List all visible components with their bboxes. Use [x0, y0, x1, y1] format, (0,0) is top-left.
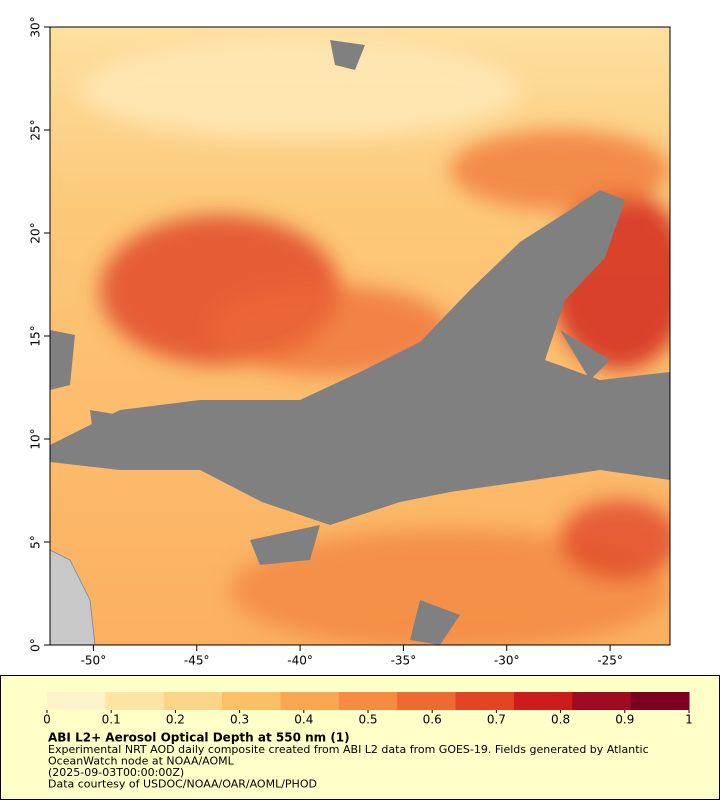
colorbar-segment	[630, 692, 690, 710]
y-tick-label: 30°	[29, 16, 43, 37]
land	[50, 549, 96, 645]
note-line: Data courtesy of USDOC/NOAA/OAR/AOML/PHO…	[48, 778, 317, 791]
x-tick-label: -50°	[81, 654, 107, 668]
map-image	[50, 27, 670, 645]
note-line: OceanWatch node at NOAA/AOML	[48, 755, 235, 768]
y-tick-label: 15°	[29, 325, 43, 346]
colorbar-tick-label: 0.1	[102, 713, 121, 727]
y-tick-label: 10°	[29, 428, 43, 449]
colorbar-segment	[47, 692, 106, 710]
colorbar-segment	[280, 692, 340, 710]
colorbar-segment	[572, 692, 632, 710]
colorbar-tick-label: 0.2	[166, 713, 185, 727]
colorbar-segment	[163, 692, 223, 710]
colorbar-tick-label: 0.3	[230, 713, 249, 727]
colorbar-tick-label: 0.7	[487, 713, 506, 727]
colorbar-tick-label: 0	[43, 713, 51, 727]
colorbar-tick-label: 0.8	[551, 713, 570, 727]
colorbar-segment	[513, 692, 573, 710]
x-tick-label: -40°	[287, 654, 313, 668]
y-tick-label: 0°	[29, 638, 43, 652]
note-line: (2025-09-03T00:00:00Z)	[48, 766, 184, 779]
y-tick-label: 5°	[29, 535, 43, 549]
colorbar-tick-label: 0.5	[358, 713, 377, 727]
x-tick-label: -35°	[391, 654, 417, 668]
colorbar-segment	[338, 692, 398, 710]
x-tick-label: -45°	[184, 654, 210, 668]
colorbar-tick-label: 1	[685, 713, 693, 727]
no-data-region	[50, 190, 670, 525]
colorbar-segment	[222, 692, 281, 710]
colorbar-segment	[105, 692, 165, 710]
x-tick-label: -30°	[494, 654, 520, 668]
colorbar-segment	[455, 692, 515, 710]
colorbar-tick-label: 0.9	[615, 713, 634, 727]
y-tick-label: 25°	[29, 119, 43, 140]
note-line: Experimental NRT AOD daily composite cre…	[48, 743, 649, 756]
colorbar-segment	[397, 692, 457, 710]
x-tick-label: -25°	[597, 654, 623, 668]
colorbar-tick-label: 0.6	[423, 713, 442, 727]
colorbar-tick-label: 0.4	[294, 713, 313, 727]
title: ABI L2+ Aerosol Optical Depth at 550 nm …	[48, 731, 350, 745]
y-tick-label: 20°	[29, 222, 43, 243]
